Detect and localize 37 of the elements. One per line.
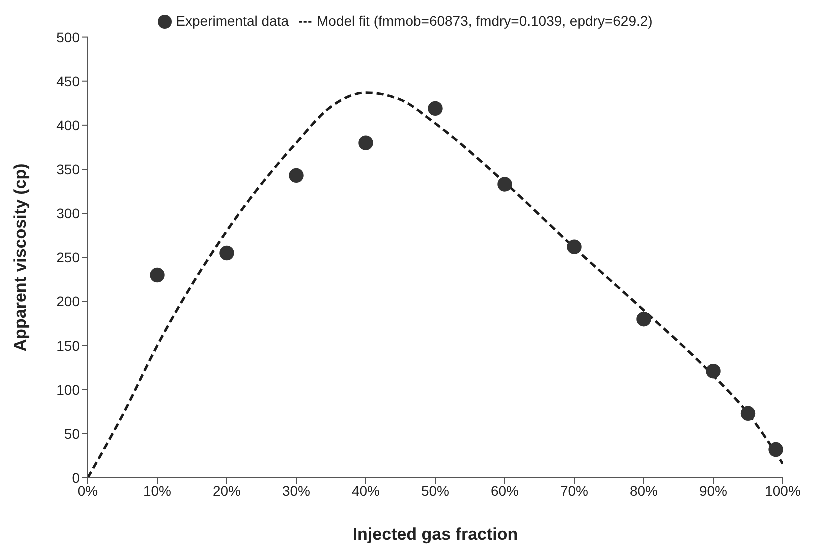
legend-label: Model fit (fmmob=60873, fmdry=0.1039, epdry=629.2) — [317, 13, 653, 29]
legend-label: Experimental data — [176, 13, 290, 29]
y-tick-label: 400 — [56, 117, 80, 134]
point — [567, 240, 582, 254]
point — [706, 364, 721, 379]
point — [428, 101, 443, 116]
point — [220, 246, 234, 261]
x-tick-label: 50% — [421, 482, 450, 499]
x-tick-label: 30% — [282, 482, 311, 499]
x-tick-label: 10% — [143, 482, 172, 499]
y-tick-label: 450 — [56, 73, 80, 90]
y-tick-label: 0 — [72, 470, 80, 486]
x-tick-label: 20% — [212, 482, 242, 499]
x-tick-label: 70% — [560, 482, 589, 499]
x-tick-label: 60% — [490, 482, 520, 499]
y-tick-label: 250 — [56, 250, 80, 266]
point — [636, 312, 652, 327]
y-tick-label: 150 — [56, 338, 80, 354]
y-axis-title: Apparent viscosity (cp) — [11, 164, 30, 352]
y-tick-label: 50 — [64, 426, 80, 442]
y-tick-label: 350 — [56, 161, 80, 178]
x-tick-label: 90% — [699, 482, 728, 499]
point — [150, 268, 165, 283]
point — [289, 168, 304, 184]
x-tick-label: 40% — [352, 482, 380, 499]
x-axis-title: Injected gas fraction — [352, 525, 518, 544]
point — [358, 136, 374, 150]
x-tick-label: 80% — [630, 482, 658, 499]
point — [498, 177, 512, 192]
y-tick-label: 100 — [56, 382, 80, 398]
y-tick-label: 500 — [56, 29, 80, 46]
point — [740, 406, 756, 421]
x-tick-label: 100% — [765, 482, 801, 499]
y-tick-label: 200 — [56, 294, 80, 310]
point — [768, 442, 783, 458]
y-tick-label: 300 — [56, 206, 80, 222]
x-tick-label: 0% — [78, 482, 98, 499]
